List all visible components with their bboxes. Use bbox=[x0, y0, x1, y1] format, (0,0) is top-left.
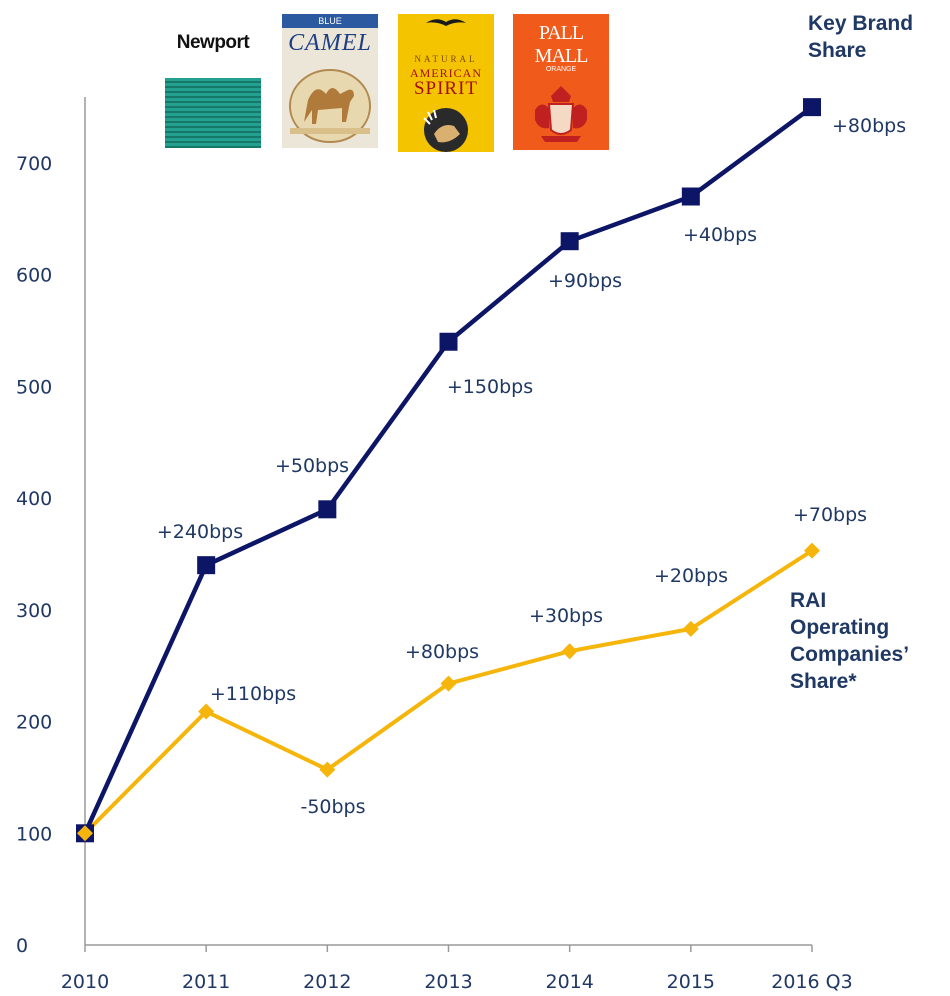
rai-data-label: +80bps bbox=[405, 641, 479, 663]
x-tick-label: 2013 bbox=[424, 971, 472, 993]
key_brand-series-title: Share bbox=[808, 39, 866, 62]
key_brand-data-label: +150bps bbox=[447, 376, 533, 398]
rai-data-label: +20bps bbox=[654, 565, 728, 587]
pall-mall-logo-text: PALL MALL bbox=[534, 22, 589, 67]
key_brand-data-point bbox=[681, 187, 700, 206]
rai-data-label: +70bps bbox=[793, 504, 867, 526]
series-markers bbox=[76, 98, 821, 843]
rai-data-point bbox=[561, 643, 578, 660]
crest-icon bbox=[535, 86, 587, 142]
pall-mall-orange-text: ORANGE bbox=[545, 66, 577, 73]
rai-data-label: +30bps bbox=[529, 605, 603, 627]
american-spirit-pack-icon: NATURAL AMERICAN SPIRIT bbox=[398, 14, 494, 152]
eagle-icon bbox=[426, 19, 466, 26]
spirit-american-text: AMERICAN bbox=[409, 66, 482, 80]
key_brand-data-point bbox=[318, 500, 337, 519]
data-labels: +240bps +50bps +150bps +90bps +40bps +80bps +1… bbox=[157, 115, 906, 818]
key_brand-data-point bbox=[560, 232, 579, 251]
spirit-logo-text: SPIRIT bbox=[413, 78, 479, 99]
rai-data-label: -50bps bbox=[300, 796, 365, 818]
rai-data-label: +110bps bbox=[210, 683, 296, 705]
spirit-natural-text: NATURAL bbox=[414, 54, 478, 64]
camel-pack-icon: BLUE CAMEL bbox=[282, 14, 378, 148]
key_brand-data-label: +90bps bbox=[548, 270, 622, 292]
rai-data-point bbox=[319, 761, 336, 778]
native-figure-icon bbox=[423, 108, 468, 152]
rai-data-point bbox=[682, 620, 699, 637]
series-lines bbox=[82, 105, 814, 835]
key_brand-data-point bbox=[803, 98, 821, 117]
y-tick-label: 0 bbox=[16, 935, 28, 957]
x-tick-label: 2016 Q3 bbox=[771, 971, 852, 993]
x-tick-label: 2015 bbox=[667, 971, 715, 993]
rai-data-point bbox=[198, 703, 215, 720]
rai-series-title: RAI bbox=[790, 589, 826, 612]
x-tick-label: 2014 bbox=[545, 971, 593, 993]
y-tick-label: 700 bbox=[16, 153, 52, 175]
y-tick-label: 600 bbox=[16, 265, 52, 287]
key_brand-data-label: +80bps bbox=[832, 115, 906, 137]
rai-series-title: Operating bbox=[790, 616, 889, 639]
key_brand-data-label: +50bps bbox=[275, 455, 349, 477]
rai-series-title: Companies’ bbox=[790, 643, 909, 666]
rai-series-title: Share* bbox=[790, 670, 857, 693]
key_brand-data-label: +40bps bbox=[683, 224, 757, 246]
key_brand-series-title: Key Brand bbox=[808, 12, 913, 35]
camel-logo-text: CAMEL bbox=[288, 30, 372, 56]
x-tick-label: 2010 bbox=[61, 971, 109, 993]
rai-data-point bbox=[440, 675, 457, 692]
x-axis-ticks: 2010 2011 2012 2013 2014 2015 2016 Q3 bbox=[61, 945, 853, 993]
y-tick-label: 400 bbox=[16, 488, 52, 510]
x-tick-label: 2012 bbox=[303, 971, 351, 993]
pall-mall-pack-icon: PALL MALL ORANGE bbox=[513, 14, 609, 150]
key_brand-data-label: +240bps bbox=[157, 521, 243, 543]
y-tick-label: 300 bbox=[16, 600, 52, 622]
camel-blue-text: BLUE bbox=[282, 14, 378, 28]
series-titles: Key Brand Share RAI Operating Companies’ Shar… bbox=[790, 12, 913, 693]
y-axis-ticks: 0 100 200 300 400 500 600 700 bbox=[16, 153, 52, 957]
key_brand-data-point bbox=[439, 332, 458, 351]
y-tick-label: 500 bbox=[16, 376, 52, 398]
camel-figure-icon bbox=[289, 69, 371, 143]
newport-pack-icon: Newport bbox=[165, 14, 261, 148]
x-tick-label: 2011 bbox=[182, 971, 230, 993]
y-tick-label: 100 bbox=[16, 823, 52, 845]
y-tick-label: 200 bbox=[16, 712, 52, 734]
newport-logo-text: Newport bbox=[176, 32, 250, 53]
rai-data-point bbox=[804, 542, 820, 559]
key_brand-data-point bbox=[197, 556, 216, 575]
rai-data-point bbox=[77, 825, 93, 842]
